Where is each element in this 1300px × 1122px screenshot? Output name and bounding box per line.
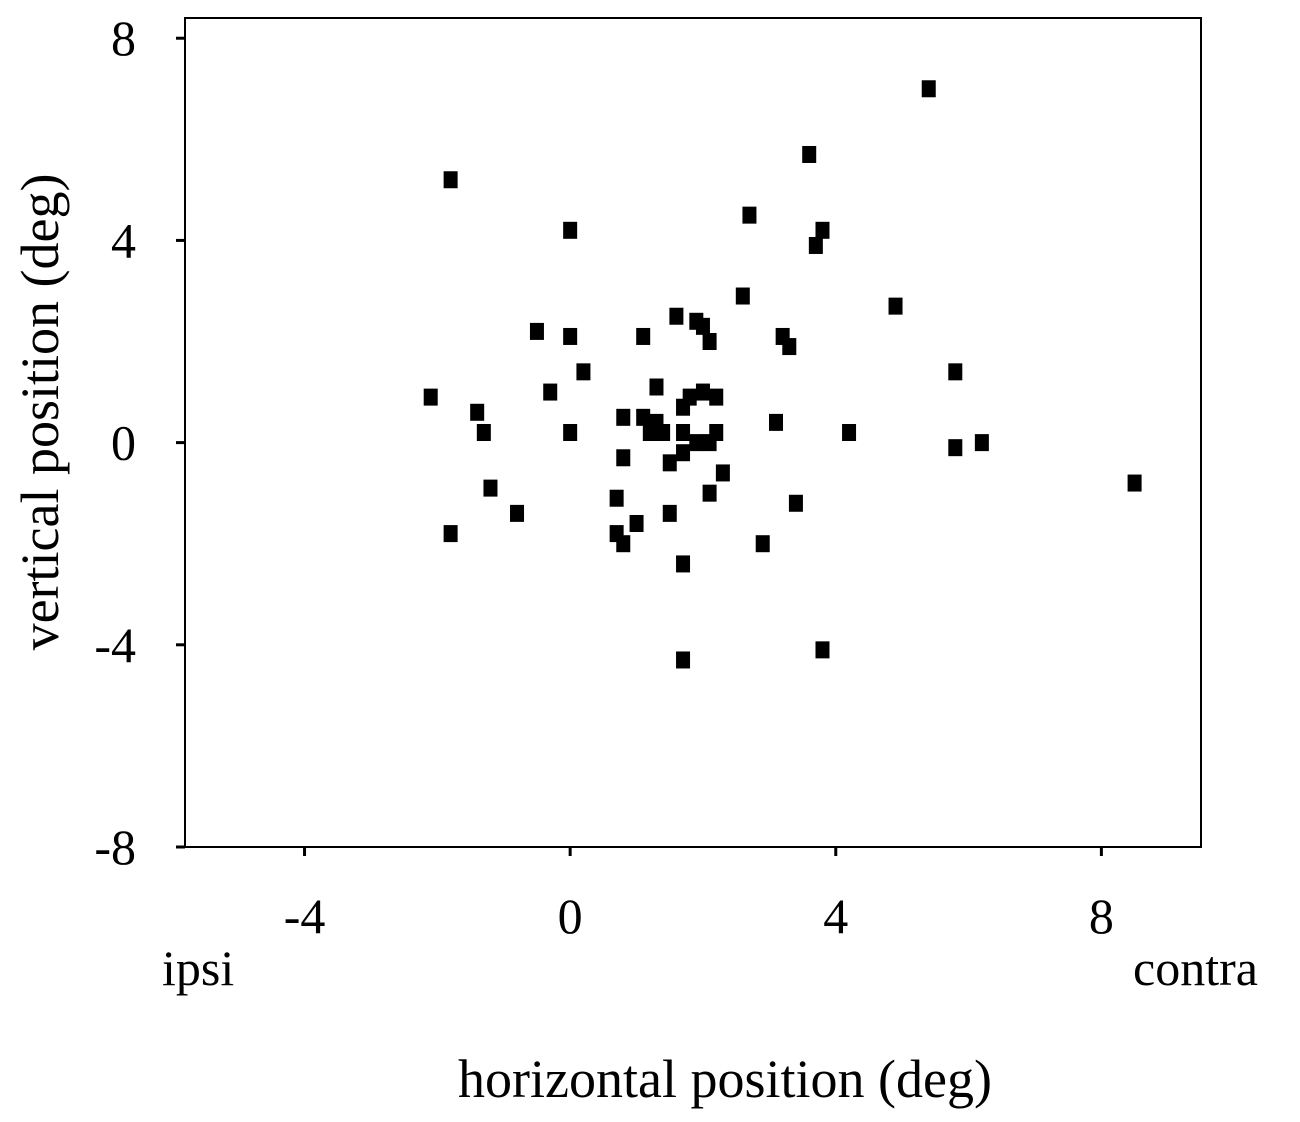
data-point (709, 388, 724, 406)
data-point (948, 363, 963, 381)
data-point (769, 413, 784, 431)
data-point (662, 504, 677, 522)
data-point (676, 424, 691, 441)
x-tick-label: -4 (284, 888, 326, 944)
data-point (815, 221, 830, 239)
data-point (676, 555, 691, 573)
tick-labels: -4 0 4 8 -8 -4 0 4 8 (94, 10, 1114, 944)
data-point (676, 651, 691, 669)
data-point (676, 398, 691, 416)
data-point (576, 363, 591, 381)
data-point (483, 479, 498, 497)
data-point (669, 307, 684, 325)
data-point (443, 171, 458, 189)
data-point (529, 322, 544, 340)
data-point (815, 641, 830, 659)
data-point (510, 504, 525, 522)
data-point (563, 424, 578, 441)
y-tick-label: 8 (111, 10, 136, 66)
data-point (476, 424, 491, 441)
x-axis-title: horizontal position (deg) (458, 1049, 992, 1109)
data-point (1127, 474, 1142, 492)
data-point (808, 236, 823, 254)
data-point (470, 403, 485, 421)
data-point (695, 317, 710, 335)
data-point (676, 444, 691, 462)
data-point (636, 408, 651, 426)
x-end-label-contra: contra (1133, 940, 1258, 996)
data-point (742, 206, 757, 224)
data-point (616, 535, 631, 553)
data-point (755, 535, 770, 553)
x-tick-label: 8 (1089, 888, 1114, 944)
axis-ticks (176, 36, 1103, 856)
y-tick-label: -4 (94, 617, 136, 673)
data-point (735, 287, 750, 305)
data-point (921, 80, 936, 98)
data-point (616, 449, 631, 467)
data-point (842, 424, 857, 441)
data-points (423, 80, 1142, 669)
data-point (609, 489, 624, 507)
data-point (702, 333, 717, 351)
data-point (782, 338, 797, 356)
data-point (948, 439, 963, 457)
data-point (563, 221, 578, 239)
data-point (563, 327, 578, 345)
data-point (636, 327, 651, 345)
data-point (888, 297, 903, 315)
data-point (629, 514, 644, 532)
data-point (543, 383, 558, 401)
data-point (702, 484, 717, 502)
data-point (702, 434, 717, 452)
plot-frame (184, 17, 1202, 848)
y-tick-label: -8 (94, 819, 136, 875)
data-point (423, 388, 438, 406)
data-point (656, 424, 671, 441)
x-end-label-ipsi: ipsi (162, 940, 234, 996)
data-point (715, 464, 730, 482)
data-point (642, 424, 657, 441)
x-tick-label: 4 (823, 888, 848, 944)
data-point (689, 434, 704, 452)
y-tick-label: 4 (111, 212, 136, 268)
data-point (788, 494, 803, 512)
data-point (802, 145, 817, 163)
y-axis-title: vertical position (deg) (10, 174, 70, 651)
data-point (695, 383, 710, 401)
data-point (649, 378, 664, 396)
data-point (616, 408, 631, 426)
x-tick-label: 0 (558, 888, 583, 944)
data-point (443, 525, 458, 543)
data-point (662, 454, 677, 472)
y-tick-label: 0 (111, 415, 136, 471)
data-point (974, 434, 989, 452)
